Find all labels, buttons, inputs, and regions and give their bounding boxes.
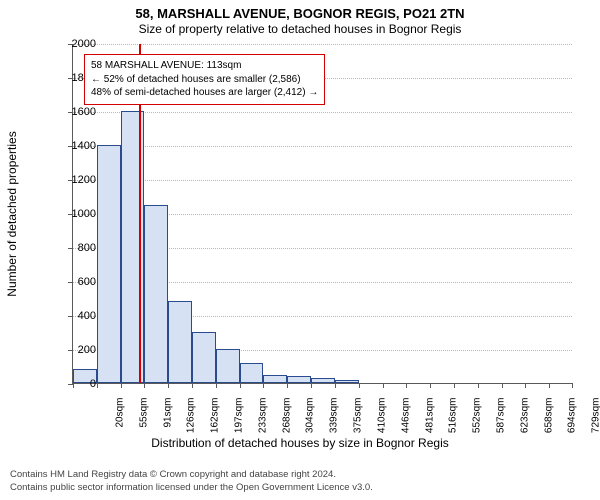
histogram-bar <box>335 380 359 383</box>
y-tick-label: 1400 <box>56 140 96 152</box>
footer-line1: Contains HM Land Registry data © Crown c… <box>10 469 373 481</box>
annotation-box: 58 MARSHALL AVENUE: 113sqm ← 52% of deta… <box>84 54 325 105</box>
histogram-bar <box>263 375 287 384</box>
x-tick-mark <box>406 383 407 388</box>
chart-container: 58, MARSHALL AVENUE, BOGNOR REGIS, PO21 … <box>0 0 600 500</box>
x-tick-mark <box>97 383 98 388</box>
x-tick-mark <box>359 383 360 388</box>
x-tick-mark <box>287 383 288 388</box>
chart-title-address: 58, MARSHALL AVENUE, BOGNOR REGIS, PO21 … <box>0 6 600 21</box>
footer-line2: Contains public sector information licen… <box>10 482 373 494</box>
x-tick-mark <box>454 383 455 388</box>
x-tick-mark <box>572 383 573 388</box>
histogram-bar <box>240 363 264 383</box>
x-tick-mark <box>263 383 264 388</box>
x-tick-mark <box>478 383 479 388</box>
x-tick-mark <box>430 383 431 388</box>
x-tick-mark <box>192 383 193 388</box>
footer-attribution: Contains HM Land Registry data © Crown c… <box>10 469 373 494</box>
y-tick-label: 1000 <box>56 208 96 220</box>
histogram-bar <box>144 205 168 384</box>
histogram-bar <box>287 376 311 383</box>
histogram-bar <box>192 332 216 383</box>
x-tick-mark <box>216 383 217 388</box>
chart-title-subtitle: Size of property relative to detached ho… <box>0 22 600 36</box>
y-tick-label: 800 <box>56 242 96 254</box>
annotation-line3: 48% of semi-detached houses are larger (… <box>91 86 318 100</box>
y-tick-label: 400 <box>56 310 96 322</box>
y-tick-label: 2000 <box>56 38 96 50</box>
y-axis-label: Number of detached properties <box>5 131 19 296</box>
y-tick-label: 1600 <box>56 106 96 118</box>
y-tick-label: 0 <box>56 378 96 390</box>
x-tick-mark <box>144 383 145 388</box>
annotation-line2: ← 52% of detached houses are smaller (2,… <box>91 73 318 87</box>
histogram-bar <box>168 301 192 383</box>
gridline-h <box>73 180 572 181</box>
histogram-bar <box>216 349 240 383</box>
x-axis-label: Distribution of detached houses by size … <box>0 436 600 450</box>
x-tick-mark <box>525 383 526 388</box>
x-tick-mark <box>121 383 122 388</box>
y-tick-label: 200 <box>56 344 96 356</box>
x-tick-mark <box>383 383 384 388</box>
gridline-h <box>73 44 572 45</box>
x-tick-mark <box>168 383 169 388</box>
annotation-line1: 58 MARSHALL AVENUE: 113sqm <box>91 59 318 73</box>
histogram-bar <box>97 145 121 383</box>
y-tick-label: 1200 <box>56 174 96 186</box>
x-tick-mark <box>502 383 503 388</box>
histogram-bar <box>311 378 335 383</box>
x-tick-mark <box>549 383 550 388</box>
y-tick-label: 600 <box>56 276 96 288</box>
histogram-bar <box>121 111 145 383</box>
gridline-h <box>73 146 572 147</box>
x-tick-mark <box>240 383 241 388</box>
x-tick-mark <box>335 383 336 388</box>
x-tick-mark <box>311 383 312 388</box>
gridline-h <box>73 112 572 113</box>
